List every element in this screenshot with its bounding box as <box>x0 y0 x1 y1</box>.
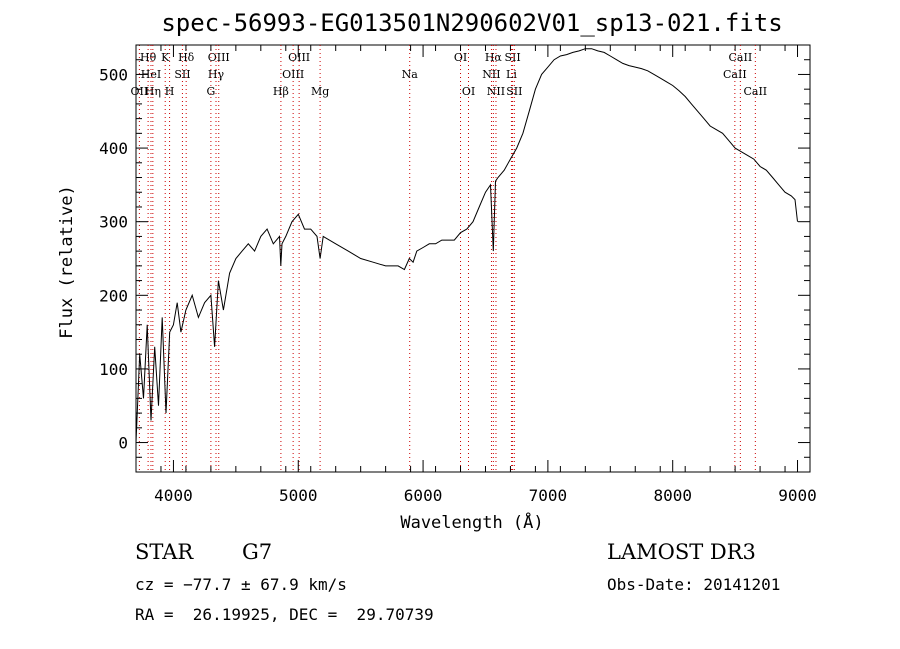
spectrum-series <box>135 48 798 443</box>
chart-title: spec-56993-EG013501N290602V01_sp13-021.f… <box>161 9 782 37</box>
emission-line-label: OIII <box>208 51 230 64</box>
observation-date: Obs-Date: 20141201 <box>607 575 781 594</box>
emission-line-label: NII <box>487 85 505 98</box>
emission-line-label: Hγ <box>208 68 225 81</box>
emission-line-label: Hδ <box>178 51 195 64</box>
x-tick-label: 6000 <box>404 486 443 505</box>
emission-line-label: OI <box>454 51 467 64</box>
emission-line-label: CaII <box>743 85 767 98</box>
emission-line-label: SII <box>504 51 520 64</box>
plot-frame <box>135 44 811 473</box>
emission-line-label: Hη <box>145 85 161 98</box>
y-tick-label: 500 <box>99 65 128 84</box>
emission-line-label: SII <box>506 85 522 98</box>
x-tick-label: 8000 <box>653 486 692 505</box>
emission-line-label: SII <box>174 68 190 81</box>
y-axis-label: Flux (relative) <box>57 185 77 339</box>
survey-name: LAMOST DR3 <box>607 540 756 564</box>
x-tick-label: 7000 <box>529 486 568 505</box>
x-tick-label: 5000 <box>279 486 318 505</box>
emission-line-label: NII <box>482 68 500 81</box>
emission-line-label: HeI <box>141 68 161 81</box>
emission-line-label: Hθ <box>140 51 157 64</box>
spectrum-line <box>135 48 798 443</box>
emission-line-label: OIII <box>288 51 310 64</box>
y-tick-label: 200 <box>99 286 128 305</box>
emission-line-label: CaII <box>723 68 747 81</box>
emission-line-label: Hβ <box>273 85 289 98</box>
emission-line-label: Hα <box>485 51 503 64</box>
x-tick-label: 4000 <box>154 486 193 505</box>
emission-line-label: CaII <box>729 51 753 64</box>
emission-line-label: Mg <box>311 85 329 98</box>
axis-ticks: 4000 5000 6000 7000 8000 9000 0 100 200 300 400 500 <box>99 44 817 505</box>
ra-dec: RA = 26.19925, DEC = 29.70739 <box>135 605 434 624</box>
x-axis-label: Wavelength (Å) <box>400 511 543 533</box>
emission-line-label: Na <box>402 68 419 81</box>
object-subclass: G7 <box>242 540 273 564</box>
emission-line-label: OIII <box>282 68 304 81</box>
emission-line-markers: Hθ OII HeI Hη K H SII Hδ OIII Hγ G OIII OIII Hβ Mg Na OI… <box>131 45 767 472</box>
y-tick-label: 100 <box>99 360 128 379</box>
emission-line-label: OII <box>131 85 149 98</box>
emission-line-label: H <box>165 85 175 98</box>
y-tick-label: 300 <box>99 213 128 232</box>
emission-line-label: G <box>206 85 215 98</box>
emission-line-label: K <box>161 51 170 64</box>
y-tick-label: 400 <box>99 139 128 158</box>
emission-line-label: OI <box>462 85 475 98</box>
object-class: STAR <box>135 540 194 564</box>
emission-line-label: Li <box>506 68 517 81</box>
y-tick-label: 0 <box>118 434 128 453</box>
x-tick-label: 9000 <box>778 486 817 505</box>
redshift-cz: cz = −77.7 ± 67.9 km/s <box>135 575 347 594</box>
